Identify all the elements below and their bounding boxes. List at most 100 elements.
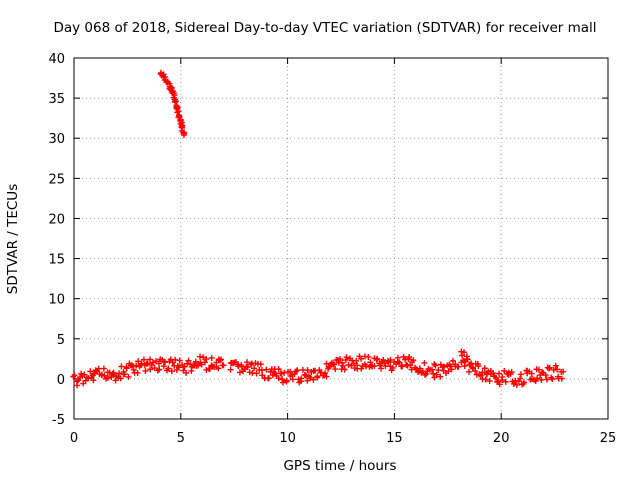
data-point <box>389 364 396 371</box>
data-point <box>323 373 330 380</box>
x-tick-label: 25 <box>600 431 617 446</box>
data-point <box>248 361 255 368</box>
data-point <box>253 370 260 377</box>
data-point <box>133 362 140 369</box>
data-point <box>135 358 142 365</box>
data-point <box>501 367 508 374</box>
data-point <box>502 378 509 385</box>
plot-frame <box>73 57 609 420</box>
data-point <box>508 369 515 376</box>
data-point <box>304 377 311 384</box>
data-point <box>374 355 381 362</box>
data-point <box>449 357 456 364</box>
data-point <box>166 80 173 87</box>
data-point <box>217 357 224 364</box>
data-point <box>406 353 413 360</box>
data-point <box>123 365 130 372</box>
data-point <box>496 370 503 377</box>
data-point <box>301 371 308 378</box>
y-tick-label: -5 <box>52 413 65 428</box>
data-point <box>263 366 270 373</box>
data-point <box>200 354 207 361</box>
data-point <box>105 374 112 381</box>
data-point <box>558 375 565 382</box>
series-2 <box>70 353 227 389</box>
data-point <box>275 375 282 382</box>
y-axis-label: SDTVAR / TECUs <box>5 184 21 294</box>
data-point <box>175 364 182 371</box>
data-point <box>455 363 462 370</box>
data-point <box>140 356 147 363</box>
data-point <box>307 374 314 381</box>
data-point <box>142 367 149 374</box>
data-point <box>280 379 287 386</box>
y-tick-label: 40 <box>48 52 65 67</box>
data-point <box>394 354 401 361</box>
data-point <box>151 365 158 372</box>
data-point <box>432 362 439 369</box>
data-point <box>257 361 264 368</box>
data-point <box>147 356 154 363</box>
data-point <box>183 369 190 376</box>
data-point <box>125 373 132 380</box>
data-point <box>490 370 497 377</box>
data-point <box>314 373 321 380</box>
data-point <box>198 361 205 368</box>
data-point <box>156 366 163 373</box>
data-point <box>373 356 380 363</box>
data-point <box>461 349 468 356</box>
data-point <box>421 359 428 366</box>
data-point <box>165 365 172 372</box>
data-point <box>220 362 227 369</box>
data-point <box>74 382 81 389</box>
data-point <box>332 366 339 373</box>
data-point <box>445 368 452 375</box>
data-point <box>486 378 493 385</box>
y-tick-label: 0 <box>57 373 65 388</box>
x-tick-label: 0 <box>70 431 78 446</box>
data-point <box>218 356 225 363</box>
data-point <box>353 357 360 364</box>
data-point <box>90 377 97 384</box>
data-point <box>215 365 222 372</box>
data-point <box>538 376 545 383</box>
data-point <box>528 370 535 377</box>
data-point <box>517 371 524 378</box>
series-3 <box>227 353 462 386</box>
data-point <box>185 357 192 364</box>
data-point <box>481 365 488 372</box>
y-tick-label: 35 <box>48 92 65 107</box>
data-point <box>546 364 553 371</box>
data-point <box>339 362 346 369</box>
y-tick-label: 15 <box>48 253 65 268</box>
data-point <box>244 359 251 366</box>
data-point <box>542 372 549 379</box>
data-point <box>134 369 141 376</box>
data-point <box>201 359 208 366</box>
data-point <box>377 362 384 369</box>
data-point <box>380 356 387 363</box>
data-point <box>399 363 406 370</box>
data-point <box>459 352 466 359</box>
data-point <box>236 369 243 376</box>
data-point <box>87 368 94 375</box>
data-point <box>117 375 124 382</box>
data-point <box>371 363 378 370</box>
data-point <box>181 132 188 139</box>
data-point <box>322 370 329 377</box>
data-point <box>448 366 455 373</box>
data-point <box>549 376 556 383</box>
data-point <box>330 361 337 368</box>
data-point <box>91 370 98 377</box>
data-point <box>520 379 527 386</box>
x-tick-label: 15 <box>386 431 403 446</box>
data-point <box>343 354 350 361</box>
data-point <box>130 366 137 373</box>
data-point <box>172 99 179 106</box>
data-point <box>496 381 503 388</box>
data-point <box>464 356 471 363</box>
data-point <box>116 370 123 377</box>
data-point <box>431 361 438 368</box>
data-point <box>176 357 183 364</box>
